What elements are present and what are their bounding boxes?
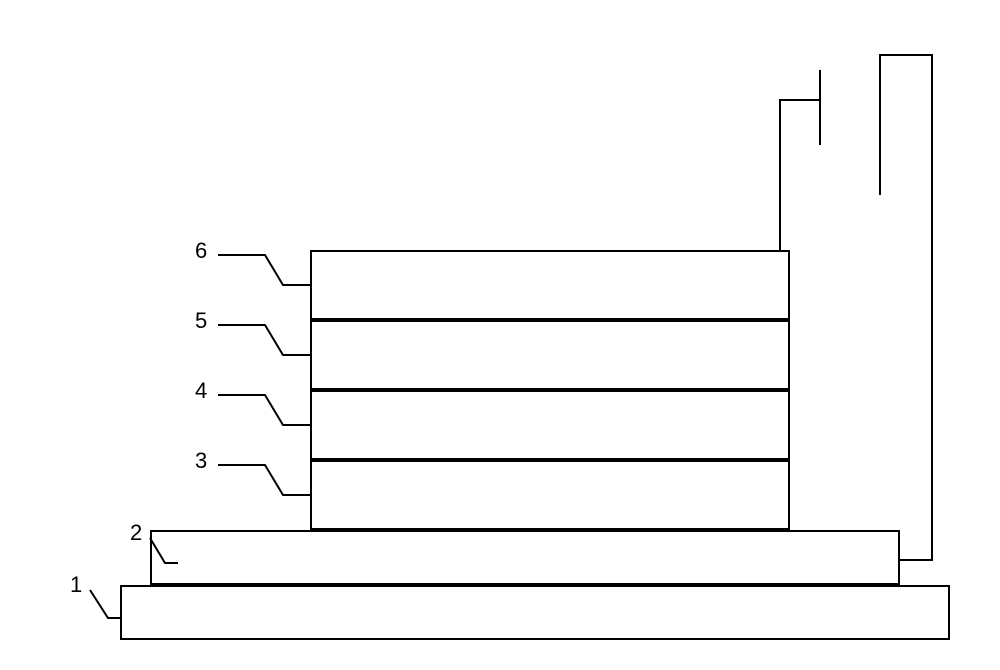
leader-lines <box>0 0 1000 670</box>
layered-stack-diagram: 1 2 3 4 5 6 <box>0 0 1000 670</box>
